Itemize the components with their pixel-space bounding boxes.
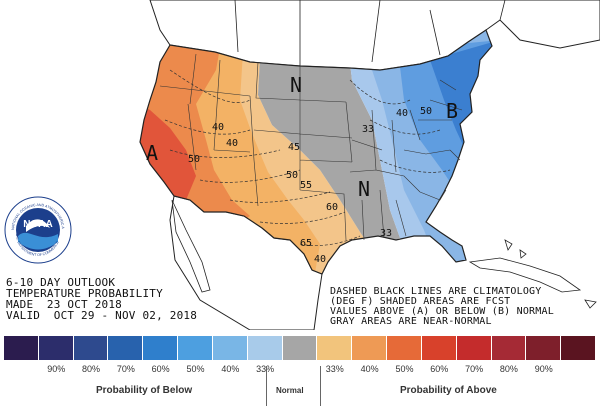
contour-label: 40 xyxy=(314,254,326,265)
legend-swatch xyxy=(387,336,422,360)
legend-swatch xyxy=(352,336,388,360)
cuba xyxy=(468,257,582,293)
category-label: A xyxy=(146,141,158,165)
contour-label: 40 xyxy=(226,138,238,149)
legend-percent-label: 40% xyxy=(360,364,379,374)
legend-swatch xyxy=(421,336,457,360)
legend-swatch xyxy=(108,336,144,360)
legend-swatch xyxy=(73,336,109,360)
contour-label: 33 xyxy=(380,228,392,239)
legend-swatch xyxy=(4,336,39,360)
logo-center-text: NOAA xyxy=(23,219,52,230)
category-label: N xyxy=(358,177,370,201)
legend-percent-label: 70% xyxy=(116,364,135,374)
normal-caption: Normal xyxy=(276,386,304,395)
legend-percent-label: 40% xyxy=(221,364,240,374)
legend-percent-label: 33% xyxy=(325,364,344,374)
contour-label: 50 xyxy=(286,170,298,181)
climatology-contours xyxy=(164,69,451,246)
legend-percent-label: 70% xyxy=(465,364,484,374)
legend-swatch xyxy=(526,336,562,360)
above-caption: Probability of Above xyxy=(400,385,497,396)
legend-swatch xyxy=(178,336,213,360)
baja xyxy=(171,199,211,293)
legend-swatch xyxy=(38,336,74,360)
legend-percent-label: 80% xyxy=(499,364,518,374)
contour-label: 40 xyxy=(396,108,408,119)
legend-swatch xyxy=(282,336,318,360)
contour-label: 50 xyxy=(188,154,200,165)
category-label: B xyxy=(446,99,458,123)
outlook-map: N N A B 40 50 40 45 50 55 60 65 40 33 33… xyxy=(139,0,600,330)
legend-percent-label: 60% xyxy=(151,364,170,374)
contour-label: 60 xyxy=(326,202,338,213)
note-line-1: DASHED BLACK LINES ARE CLIMATOLOGY xyxy=(330,286,542,297)
legend-swatch xyxy=(212,336,248,360)
contour-label: 50 xyxy=(420,106,432,117)
note-line-2: (DEG F) SHADED AREAS ARE FCST xyxy=(330,296,511,307)
note-line-3: VALUES ABOVE (A) OR BELOW (B) NORMAL xyxy=(330,306,554,317)
legend-divider-left xyxy=(266,366,267,406)
us-outline xyxy=(139,29,493,275)
note-line-4: GRAY AREAS ARE NEAR-NORMAL xyxy=(330,316,492,327)
legend-swatch xyxy=(561,336,597,360)
legend-percent-label: 90% xyxy=(534,364,553,374)
title-line-2: TEMPERATURE PROBABILITY xyxy=(6,287,163,300)
legend-percent-label: 80% xyxy=(82,364,101,374)
contour-label: 45 xyxy=(288,142,300,153)
noaa-logo: NATIONAL OCEANIC AND ATMOSPHERIC ADMINIS… xyxy=(4,196,72,264)
region-normal xyxy=(258,30,400,250)
legend-swatch xyxy=(491,336,527,360)
below-caption: Probability of Below xyxy=(96,385,193,396)
legend-divider-right xyxy=(320,366,321,406)
legend-percent-row: 90% 80% 70% 60% 50% 40% 33% 33% 40% 50% 60% 70% 80% 9… xyxy=(4,364,596,378)
legend-percent-label: 33% xyxy=(248,364,283,374)
canada-lines xyxy=(234,0,506,66)
legend-percent-label: 90% xyxy=(47,364,66,374)
title-line-3: MADE 23 OCT 2018 xyxy=(6,298,122,311)
legend-percent-label: 60% xyxy=(430,364,449,374)
legend-percent-label: 50% xyxy=(395,364,414,374)
state-lines xyxy=(159,53,463,241)
contour-label: 65 xyxy=(300,238,312,249)
legend-swatch xyxy=(143,336,179,360)
title-line-4: VALID OCT 29 - NOV 02, 2018 xyxy=(6,309,198,322)
islands xyxy=(504,239,597,309)
legend-swatch xyxy=(247,336,283,360)
contour-label: 33 xyxy=(362,124,374,135)
legend-swatch xyxy=(317,336,353,360)
legend-percent-label: 50% xyxy=(186,364,205,374)
title-line-1: 6-10 DAY OUTLOOK xyxy=(6,276,116,289)
legend-color-bar xyxy=(4,336,597,360)
category-label: N xyxy=(290,73,302,97)
contour-label: 40 xyxy=(212,122,224,133)
legend-swatch xyxy=(456,336,492,360)
contour-label: 55 xyxy=(300,180,312,191)
